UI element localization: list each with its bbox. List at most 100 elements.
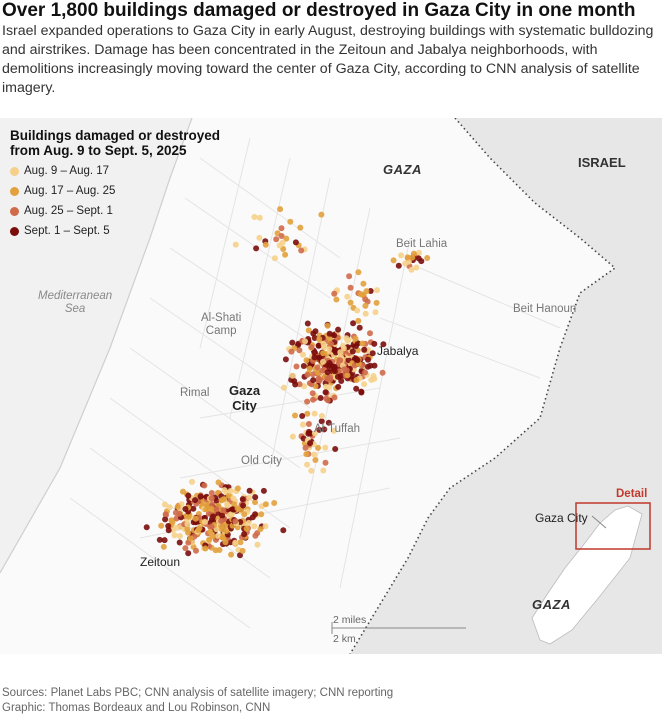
damage-dot: [347, 284, 354, 291]
damage-dot: [354, 357, 361, 364]
damage-dot: [322, 459, 329, 466]
damage-dot: [239, 547, 246, 554]
damage-dot: [234, 505, 241, 512]
damage-dot: [229, 506, 236, 513]
damage-dot: [278, 233, 285, 239]
damage-dot: [347, 299, 354, 306]
damage-dot: [192, 515, 199, 522]
border-line: [349, 118, 617, 654]
damage-dot: [317, 395, 324, 401]
damage-dot: [196, 525, 203, 532]
damage-dot: [283, 235, 290, 242]
damage-dot: [321, 426, 328, 433]
damage-dot: [228, 551, 235, 558]
damage-dot: [304, 320, 311, 327]
damage-dot: [203, 506, 210, 513]
inset-gaza-label: GAZA: [532, 597, 571, 612]
damage-dot: [246, 494, 253, 501]
damage-dot: [305, 327, 312, 334]
damage-dot: [390, 257, 397, 264]
damage-dot: [206, 536, 213, 543]
damage-dot: [292, 381, 299, 388]
label-gaza-city-line2: City: [232, 398, 257, 413]
damage-dot: [353, 385, 360, 392]
label-al-tuffah: Al-Tuffah: [314, 423, 361, 435]
damage-dot: [252, 499, 258, 506]
israel-land: [350, 118, 662, 654]
damage-dot: [362, 302, 369, 309]
damage-dot: [287, 218, 294, 225]
damage-dot: [331, 332, 338, 339]
damage-dot: [210, 513, 216, 520]
damage-dot: [219, 512, 226, 519]
damage-dot: [304, 461, 311, 468]
damage-dot: [251, 523, 258, 530]
damage-dot: [418, 258, 425, 265]
damage-dot: [207, 505, 214, 512]
legend-item: Aug. 9 – Aug. 17: [10, 164, 220, 178]
damage-dot: [328, 340, 335, 347]
damage-dot: [371, 375, 378, 382]
damage-dot: [311, 349, 318, 356]
damage-dots: [143, 206, 431, 559]
damage-dot: [300, 421, 306, 428]
damage-dot: [215, 479, 222, 486]
damage-dot: [316, 426, 323, 433]
damage-dot: [408, 266, 415, 273]
damage-dot: [299, 413, 306, 419]
damage-dot: [271, 255, 278, 262]
inset-detail-label: Detail: [616, 488, 648, 500]
legend-label: Aug. 25 – Sept. 1: [24, 205, 113, 217]
damage-dot: [230, 495, 237, 502]
damage-dot: [176, 539, 183, 546]
damage-dot: [326, 346, 333, 352]
legend: Buildings damaged or destroyed from Aug.…: [10, 128, 220, 238]
damage-dot: [303, 451, 310, 458]
label-al-shati: Al-Shati Camp: [201, 312, 241, 338]
label-gaza-city: Gaza City: [229, 383, 260, 413]
damage-dot: [311, 354, 318, 361]
label-old-city: Old City: [241, 455, 282, 467]
damage-dot: [232, 539, 239, 546]
legend-item: Sept. 1 – Sept. 5: [10, 224, 220, 238]
damage-dot: [241, 531, 248, 538]
damage-dot: [143, 524, 150, 531]
label-beit-lahia: Beit Lahia: [396, 238, 448, 250]
damage-dot: [202, 545, 209, 552]
damage-dot: [369, 350, 376, 357]
damage-dot: [190, 505, 197, 512]
damage-dot: [166, 504, 173, 511]
damage-dot: [322, 444, 329, 451]
damage-dot: [333, 296, 340, 303]
damage-dot: [278, 225, 285, 232]
damage-dot: [349, 348, 356, 355]
damage-dot: [237, 539, 244, 546]
damage-dot: [367, 288, 374, 294]
damage-dot: [292, 412, 298, 419]
damage-dot: [330, 427, 337, 434]
damage-dot: [173, 515, 180, 522]
damage-dot: [359, 340, 366, 347]
damage-dot: [324, 397, 331, 404]
damage-dot: [241, 511, 248, 518]
damage-dot: [239, 496, 246, 503]
damage-dot: [322, 383, 329, 390]
inset-pointer: [591, 515, 607, 529]
damage-dot: [311, 430, 318, 437]
damage-dot: [289, 433, 296, 440]
damage-dot: [185, 550, 192, 557]
damage-dot: [380, 341, 387, 348]
damage-dot: [289, 339, 296, 346]
damage-dot: [343, 335, 350, 342]
damage-dot: [355, 269, 362, 276]
damage-dot: [218, 526, 225, 533]
damage-dot: [161, 537, 168, 544]
legend-item: Aug. 25 – Sept. 1: [10, 204, 220, 218]
damage-dot: [371, 362, 378, 369]
damage-dot: [280, 384, 287, 391]
legend-swatch-icon: [10, 226, 19, 236]
headline: Over 1,800 buildings damaged or destroye…: [2, 0, 636, 21]
damage-dot: [251, 214, 258, 220]
damage-dot: [201, 518, 208, 525]
damage-dot: [182, 545, 189, 552]
